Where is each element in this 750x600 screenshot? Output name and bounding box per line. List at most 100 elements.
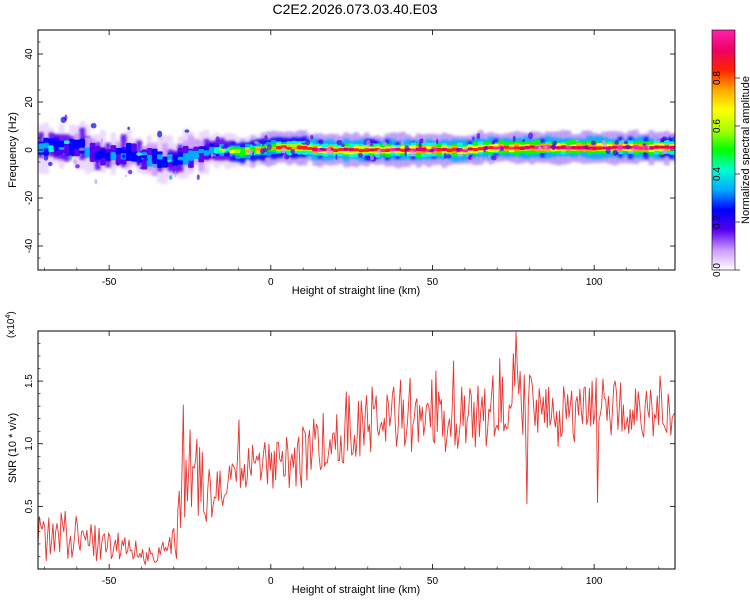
heatmap-cell: [436, 147, 443, 152]
heatmap-speckle: [436, 138, 439, 145]
heatmap-speckle: [605, 148, 611, 155]
heatmap-speckle: [95, 158, 101, 164]
spectrogram-heatmap: [38, 114, 675, 185]
heatmap-speckle: [653, 137, 658, 142]
heatmap-speckle: [474, 156, 479, 162]
heatmap-speckle: [609, 135, 614, 139]
x-tick-label: -50: [102, 277, 117, 288]
heatmap-cell: [63, 140, 70, 144]
heatmap-cell: [488, 145, 494, 150]
heatmap-cell: [151, 155, 158, 163]
heatmap-cell: [188, 150, 194, 161]
heatmap-cell: [353, 148, 360, 152]
heatmap-cell: [234, 149, 241, 154]
colorbar-gradient: [712, 30, 735, 270]
y-tick-label: 20: [24, 96, 35, 108]
heatmap-cell: [286, 146, 293, 150]
heatmap-cell: [203, 150, 210, 156]
heatmap-cell: [524, 145, 531, 150]
heatmap-speckle: [614, 140, 619, 145]
heatmap-cell: [270, 146, 277, 150]
heatmap-speckle: [344, 147, 347, 151]
heatmap-cell: [198, 148, 205, 154]
heatmap-speckle: [136, 158, 140, 166]
heatmap-cell: [519, 146, 525, 151]
heatmap-speckle: [213, 142, 219, 148]
heatmap-cell: [208, 146, 215, 154]
snr-x-label: Height of straight line (km): [292, 584, 420, 596]
heatmap-cell: [379, 148, 386, 153]
heatmap-speckle: [499, 146, 504, 152]
heatmap-speckle: [404, 145, 410, 152]
heatmap-speckle: [491, 140, 496, 145]
heatmap-cell: [384, 148, 391, 152]
heatmap-cell: [612, 145, 619, 149]
heatmap-speckle: [370, 155, 374, 161]
colorbar: 0.0 0.2 0.4 0.6 0.8 Normalized spectral ampl…: [711, 29, 750, 277]
heatmap-cell: [472, 147, 479, 152]
heatmap-cell: [638, 146, 644, 150]
heatmap-speckle: [264, 135, 268, 140]
heatmap-cell: [467, 147, 474, 151]
heatmap-speckle: [335, 153, 338, 160]
heatmap-speckle: [171, 156, 175, 163]
heatmap-speckle: [62, 153, 65, 156]
heatmap-speckle: [319, 147, 325, 151]
heatmap-cell: [301, 145, 308, 150]
snr-line: [38, 331, 675, 566]
heatmap-cell: [125, 150, 132, 161]
heatmap-speckle: [443, 158, 448, 164]
heatmap-speckle: [124, 175, 128, 178]
heatmap-speckle: [551, 143, 556, 151]
heatmap-speckle: [210, 153, 214, 158]
heatmap-speckle: [261, 139, 265, 147]
heatmap-speckle: [94, 178, 98, 185]
heatmap-speckle: [377, 148, 381, 155]
y-tick-label: 40: [24, 48, 35, 60]
heatmap-speckle: [365, 140, 371, 147]
spectrogram-y-ticks: -40 -20 0 20 40: [24, 41, 675, 259]
heatmap-speckle: [456, 147, 460, 153]
heatmap-speckle: [657, 134, 663, 139]
colorbar-tick-label: 0.2: [712, 215, 723, 229]
heatmap-cell: [596, 146, 603, 151]
heatmap-speckle: [621, 139, 625, 143]
heatmap-speckle: [263, 147, 269, 152]
heatmap-speckle: [121, 154, 126, 159]
heatmap-cell: [312, 147, 318, 152]
heatmap-cell: [560, 145, 567, 149]
heatmap-speckle: [184, 129, 190, 133]
heatmap-speckle: [43, 154, 49, 161]
heatmap-speckle: [318, 139, 324, 145]
snr-panel: -50 0 50 100 0.5 1.0 1.5 Height of straight l…: [5, 311, 676, 596]
heatmap-speckle: [357, 152, 364, 158]
heatmap-speckle: [157, 130, 163, 138]
snr-y-label: SNR (10 * v/v): [7, 413, 19, 483]
heatmap-cell: [369, 148, 375, 152]
snr-y-ticks: 0.5 1.0 1.5: [24, 343, 675, 557]
heatmap-speckle: [443, 152, 447, 160]
heatmap-cell: [632, 145, 639, 150]
snr-multiplier-exponent: 4: [5, 315, 12, 319]
heatmap-speckle: [642, 143, 647, 146]
heatmap-speckle: [267, 144, 272, 151]
heatmap-cell: [415, 147, 422, 152]
heatmap-cell: [441, 147, 448, 152]
heatmap-speckle: [522, 139, 525, 143]
heatmap-speckle: [400, 141, 405, 147]
heatmap-speckle: [156, 161, 159, 165]
heatmap-cell: [110, 152, 117, 161]
heatmap-speckle: [512, 135, 516, 143]
heatmap-speckle: [215, 136, 220, 143]
heatmap-speckle: [612, 149, 618, 156]
heatmap-cell: [576, 145, 582, 150]
heatmap-speckle: [137, 151, 140, 157]
heatmap-cell: [664, 145, 670, 149]
heatmap-cell: [177, 156, 184, 161]
heatmap-cell: [529, 145, 536, 149]
heatmap-speckle: [221, 145, 226, 149]
heatmap-speckle: [100, 138, 104, 144]
heatmap-speckle: [463, 146, 467, 150]
heatmap-speckle: [590, 140, 597, 146]
heatmap-cell: [58, 147, 65, 150]
